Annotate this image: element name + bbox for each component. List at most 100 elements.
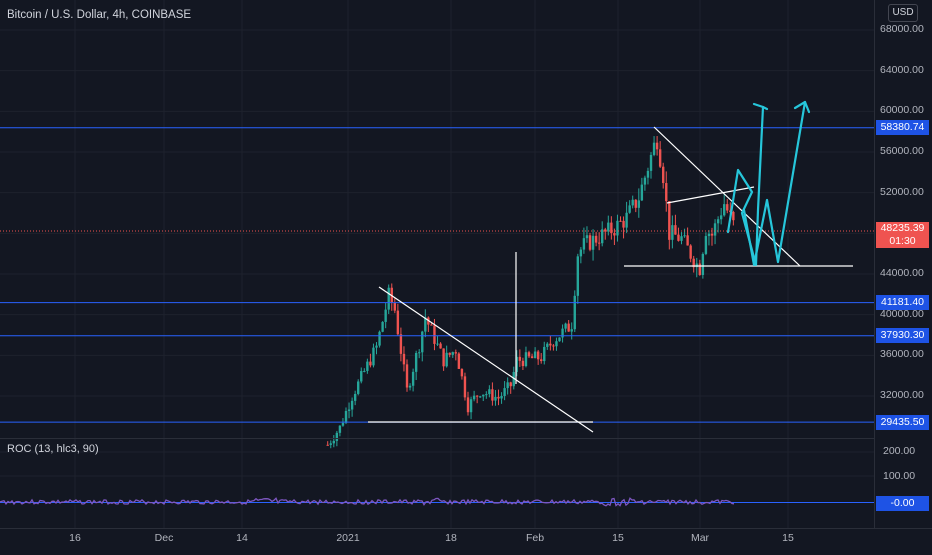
roc-current-label: -0.00 <box>876 496 929 511</box>
candle-body <box>637 200 641 208</box>
candle-body <box>482 394 485 397</box>
candle-body <box>555 341 558 347</box>
candle-body <box>457 353 461 369</box>
candle-body <box>408 385 412 388</box>
candle-body <box>680 236 683 241</box>
descending-trendline-1[interactable] <box>378 286 594 433</box>
candle-body <box>500 395 503 399</box>
candle-body <box>662 166 665 184</box>
candle-body <box>710 233 714 236</box>
candle-body <box>622 220 625 228</box>
candle-body <box>704 236 708 254</box>
candle-body <box>421 331 424 353</box>
candle-body <box>530 356 534 359</box>
candle-body <box>491 389 494 401</box>
candle-body <box>436 343 439 345</box>
candle-body <box>329 443 332 445</box>
candle-body <box>479 396 482 398</box>
projection-paths[interactable] <box>726 100 811 267</box>
candle-body <box>378 331 381 346</box>
price-pane[interactable] <box>0 0 874 440</box>
time-tick-label: Feb <box>525 532 545 544</box>
candle-body <box>442 348 445 367</box>
candle-body <box>567 323 570 332</box>
candle-body <box>601 229 604 244</box>
level-price-label: 41181.40 <box>876 295 929 311</box>
candle-body <box>439 343 442 349</box>
candle-body <box>344 410 348 423</box>
candle-body <box>335 432 339 441</box>
candle-body <box>631 199 634 206</box>
candle-body <box>655 142 659 150</box>
projection-arrow-2[interactable] <box>793 100 811 114</box>
candle-body <box>643 177 647 185</box>
candle-body <box>726 204 729 211</box>
candle-body <box>521 360 525 367</box>
candle-body <box>353 393 357 401</box>
candle-body <box>347 409 351 411</box>
time-tick-label: 15 <box>612 532 624 544</box>
candle-body <box>640 184 644 201</box>
candle-body <box>475 395 479 397</box>
roc-title[interactable]: ROC (13, hlc3, 90) <box>7 443 99 455</box>
candle-body <box>658 149 662 167</box>
candle-body <box>509 382 512 387</box>
candle-body <box>372 347 375 366</box>
candle-body <box>546 343 549 347</box>
time-tick-label: 18 <box>445 532 457 544</box>
candle-body <box>503 388 506 396</box>
candle-body <box>524 352 528 367</box>
candle-body <box>460 368 464 377</box>
projection-path-2[interactable] <box>742 100 807 267</box>
candle-body <box>326 444 329 446</box>
upper-trendline[interactable] <box>666 186 755 204</box>
candle-body <box>597 242 601 244</box>
candle-body <box>393 302 397 311</box>
price-tick-label: 44000.00 <box>880 267 924 279</box>
candle-body <box>549 343 552 346</box>
candle-body <box>418 352 421 354</box>
roc-pane[interactable] <box>0 451 874 507</box>
candle-body <box>405 364 409 388</box>
candle-body <box>350 400 354 410</box>
candle-body <box>332 440 336 444</box>
candle-body <box>527 352 531 357</box>
candle-body <box>613 233 616 236</box>
candle-body <box>625 212 628 228</box>
projection-arrow-1[interactable] <box>752 102 769 111</box>
chart-title: Bitcoin / U.S. Dollar, 4h, COINBASE <box>7 9 192 21</box>
candle-body <box>576 256 580 296</box>
candle-body <box>579 249 583 257</box>
candle-body <box>671 225 674 240</box>
trend-drawings[interactable] <box>368 126 853 433</box>
candle-body <box>732 211 735 221</box>
price-axis[interactable] <box>874 0 932 528</box>
candle-body <box>512 371 515 387</box>
candle-body <box>692 258 695 268</box>
price-tick-label: 40000.00 <box>880 307 924 320</box>
candle-body <box>561 328 564 338</box>
level-price-label: 37930.30 <box>876 328 929 344</box>
candle-body <box>707 233 711 237</box>
candle-body <box>564 323 567 329</box>
current-price-label[interactable]: 48235.39 01:30 <box>876 222 929 248</box>
candle-body <box>701 253 705 275</box>
time-tick-label: 16 <box>69 532 81 544</box>
candle-body <box>723 204 726 216</box>
candle-body <box>552 345 555 347</box>
candle-body <box>588 235 592 250</box>
candle-body <box>536 351 540 360</box>
candle-body <box>573 295 576 330</box>
candle-body <box>674 225 677 235</box>
projection-path-1[interactable] <box>726 105 765 267</box>
candle-body <box>485 394 488 396</box>
roc-tick-100: 100.00 <box>883 470 916 482</box>
candle-body <box>695 263 698 268</box>
candle-body <box>558 337 561 342</box>
candle-body <box>463 376 467 398</box>
price-tick-label: 60000.00 <box>880 104 924 117</box>
candle-body <box>570 329 573 332</box>
currency-button[interactable]: USD <box>888 4 918 22</box>
candle-body <box>494 396 497 401</box>
